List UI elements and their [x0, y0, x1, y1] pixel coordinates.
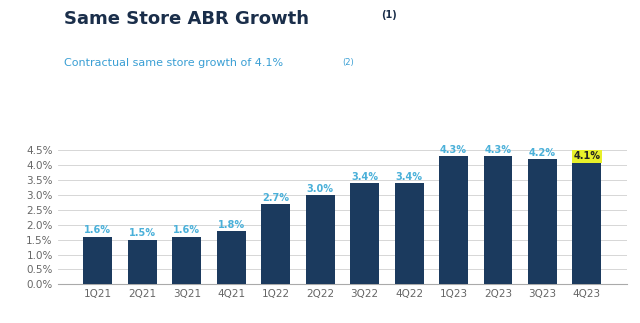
- Bar: [172, 237, 201, 284]
- Bar: [128, 240, 157, 284]
- Bar: [439, 156, 468, 284]
- Text: 3.4%: 3.4%: [396, 172, 422, 182]
- Text: Contractual same store growth of 4.1%: Contractual same store growth of 4.1%: [64, 58, 283, 68]
- Text: 3.4%: 3.4%: [351, 172, 378, 182]
- Bar: [572, 162, 602, 284]
- Bar: [395, 183, 424, 284]
- Text: 4.2%: 4.2%: [529, 148, 556, 158]
- Text: Same Store ABR Growth: Same Store ABR Growth: [64, 10, 309, 28]
- Text: 1.6%: 1.6%: [84, 225, 111, 235]
- Text: 4.3%: 4.3%: [484, 145, 511, 155]
- Bar: [261, 204, 290, 284]
- Text: 1.8%: 1.8%: [218, 220, 245, 230]
- Bar: [528, 159, 557, 284]
- Bar: [217, 231, 246, 284]
- Text: 2.7%: 2.7%: [262, 193, 289, 203]
- Text: (1): (1): [381, 10, 397, 20]
- Text: 1.6%: 1.6%: [173, 225, 200, 235]
- Text: (2): (2): [342, 58, 354, 67]
- Text: 4.1%: 4.1%: [573, 151, 600, 161]
- Bar: [484, 156, 513, 284]
- Text: 4.3%: 4.3%: [440, 145, 467, 155]
- Bar: [350, 183, 379, 284]
- Bar: [83, 237, 113, 284]
- Bar: [306, 195, 335, 284]
- Text: 1.5%: 1.5%: [129, 228, 156, 238]
- Text: 3.0%: 3.0%: [307, 184, 333, 194]
